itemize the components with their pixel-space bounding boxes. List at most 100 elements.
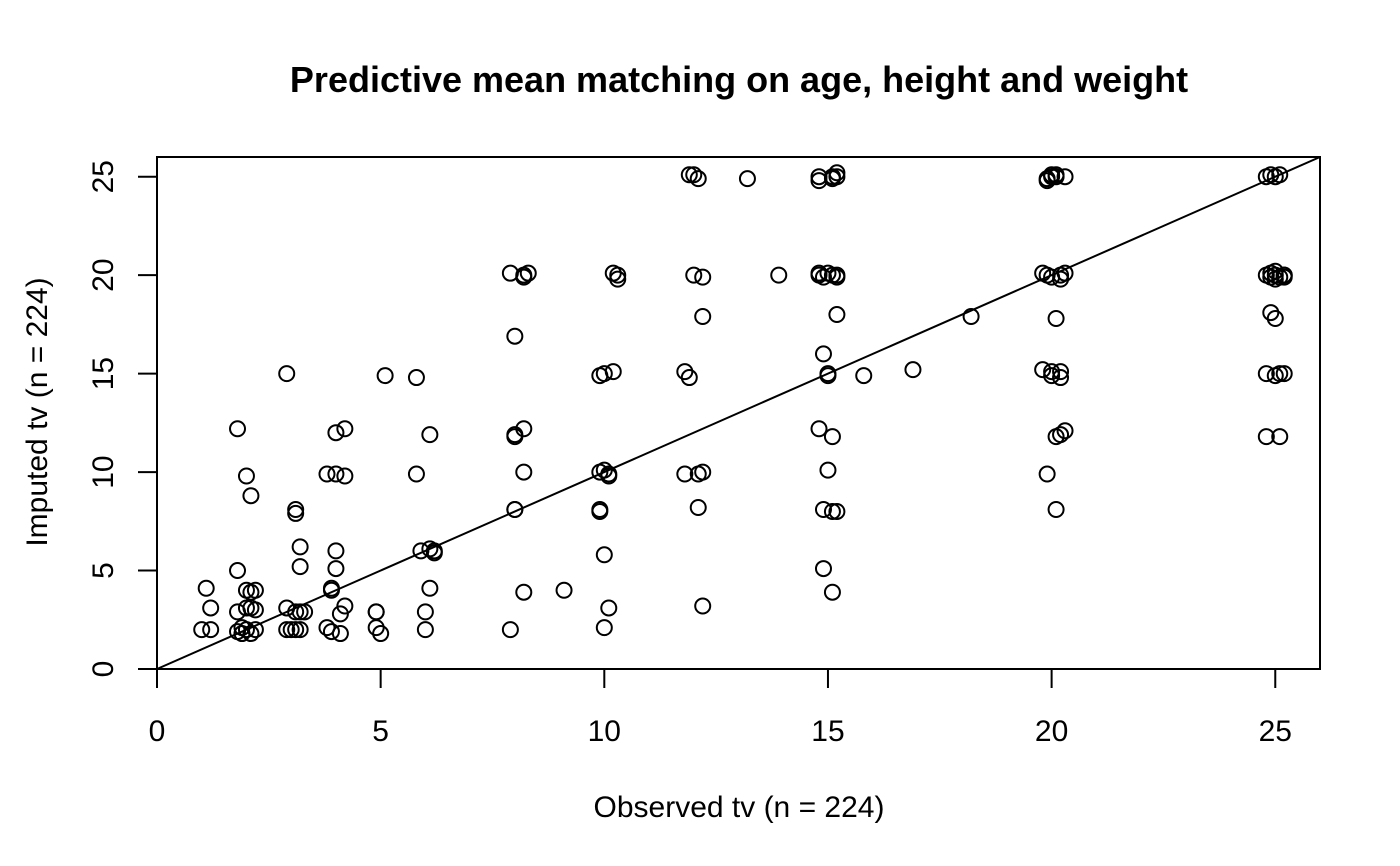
x-tick-label: 25 bbox=[1259, 715, 1292, 748]
data-point bbox=[1271, 365, 1289, 383]
data-point bbox=[676, 465, 694, 483]
x-tick-label: 20 bbox=[1035, 715, 1068, 748]
data-point bbox=[685, 266, 703, 284]
data-point bbox=[694, 463, 712, 481]
data-point bbox=[287, 621, 305, 639]
data-point bbox=[416, 603, 434, 621]
data-point bbox=[680, 369, 698, 387]
data-point bbox=[1043, 367, 1061, 385]
data-point bbox=[770, 266, 788, 284]
y-tick-label: 5 bbox=[87, 562, 120, 579]
data-point bbox=[609, 270, 627, 288]
data-point bbox=[1271, 166, 1289, 184]
data-point bbox=[331, 625, 349, 643]
data-point bbox=[814, 268, 832, 286]
data-point bbox=[1034, 361, 1052, 379]
data-point bbox=[828, 168, 846, 186]
data-point bbox=[278, 365, 296, 383]
data-point bbox=[604, 363, 622, 381]
data-point bbox=[595, 546, 613, 564]
data-point bbox=[904, 361, 922, 379]
data-point bbox=[519, 264, 537, 282]
data-point bbox=[819, 367, 837, 385]
y-tick-label: 15 bbox=[87, 357, 120, 390]
data-point bbox=[237, 599, 255, 617]
data-point bbox=[1052, 363, 1070, 381]
data-point bbox=[287, 603, 305, 621]
data-point bbox=[689, 499, 707, 517]
data-point bbox=[1257, 428, 1275, 446]
data-point bbox=[282, 621, 300, 639]
data-point bbox=[407, 369, 425, 387]
identity-line bbox=[156, 156, 1321, 670]
data-point bbox=[600, 465, 618, 483]
data-point bbox=[318, 465, 336, 483]
data-point bbox=[246, 581, 264, 599]
data-point bbox=[828, 502, 846, 520]
data-point bbox=[376, 367, 394, 385]
data-point bbox=[372, 625, 390, 643]
data-point bbox=[1047, 309, 1065, 327]
y-tick-label: 20 bbox=[87, 258, 120, 291]
data-point bbox=[416, 621, 434, 639]
data-point bbox=[237, 467, 255, 485]
data-point bbox=[685, 166, 703, 184]
data-point bbox=[322, 623, 340, 641]
data-point bbox=[855, 367, 873, 385]
data-point bbox=[515, 420, 533, 438]
data-point bbox=[322, 579, 340, 597]
data-point bbox=[412, 542, 430, 560]
data-point bbox=[506, 500, 524, 518]
data-point bbox=[287, 504, 305, 522]
data-point bbox=[237, 621, 255, 639]
data-point bbox=[291, 621, 309, 639]
data-point bbox=[421, 579, 439, 597]
data-point bbox=[336, 597, 354, 615]
data-point bbox=[336, 467, 354, 485]
x-tick-label: 0 bbox=[149, 715, 166, 748]
data-point bbox=[1275, 266, 1293, 284]
data-point bbox=[689, 170, 707, 188]
data-point bbox=[425, 544, 443, 562]
data-point bbox=[515, 463, 533, 481]
data-point bbox=[810, 420, 828, 438]
data-point bbox=[828, 268, 846, 286]
data-point bbox=[823, 428, 841, 446]
data-point bbox=[246, 601, 264, 619]
data-point bbox=[819, 461, 837, 479]
data-point bbox=[823, 583, 841, 601]
data-point bbox=[278, 621, 296, 639]
data-point bbox=[1052, 369, 1070, 387]
data-point bbox=[738, 170, 756, 188]
y-axis: 0 5 10 15 20 25 bbox=[87, 160, 158, 677]
data-point bbox=[694, 268, 712, 286]
data-point bbox=[1275, 365, 1293, 383]
data-point bbox=[1047, 168, 1065, 186]
data-point bbox=[814, 560, 832, 578]
data-point bbox=[506, 327, 524, 345]
data-point bbox=[291, 558, 309, 576]
data-point bbox=[1056, 168, 1074, 186]
chart-title: Predictive mean matching on age, height … bbox=[290, 59, 1188, 100]
data-point bbox=[291, 538, 309, 556]
x-tick-label: 5 bbox=[372, 715, 389, 748]
data-point bbox=[680, 166, 698, 184]
data-point bbox=[1052, 426, 1070, 444]
x-axis: 0 5 10 15 20 25 bbox=[149, 668, 1292, 748]
data-point bbox=[1056, 264, 1074, 282]
y-tick-label: 10 bbox=[87, 455, 120, 488]
data-point bbox=[327, 560, 345, 578]
data-point bbox=[336, 420, 354, 438]
data-point bbox=[1056, 422, 1074, 440]
data-point bbox=[501, 621, 519, 639]
data-point bbox=[1047, 500, 1065, 518]
data-point bbox=[327, 424, 345, 442]
data-point bbox=[327, 542, 345, 560]
data-point bbox=[229, 562, 247, 580]
data-point bbox=[407, 465, 425, 483]
data-point bbox=[246, 621, 264, 639]
data-point bbox=[242, 487, 260, 505]
data-point bbox=[197, 579, 215, 597]
data-point bbox=[202, 621, 220, 639]
